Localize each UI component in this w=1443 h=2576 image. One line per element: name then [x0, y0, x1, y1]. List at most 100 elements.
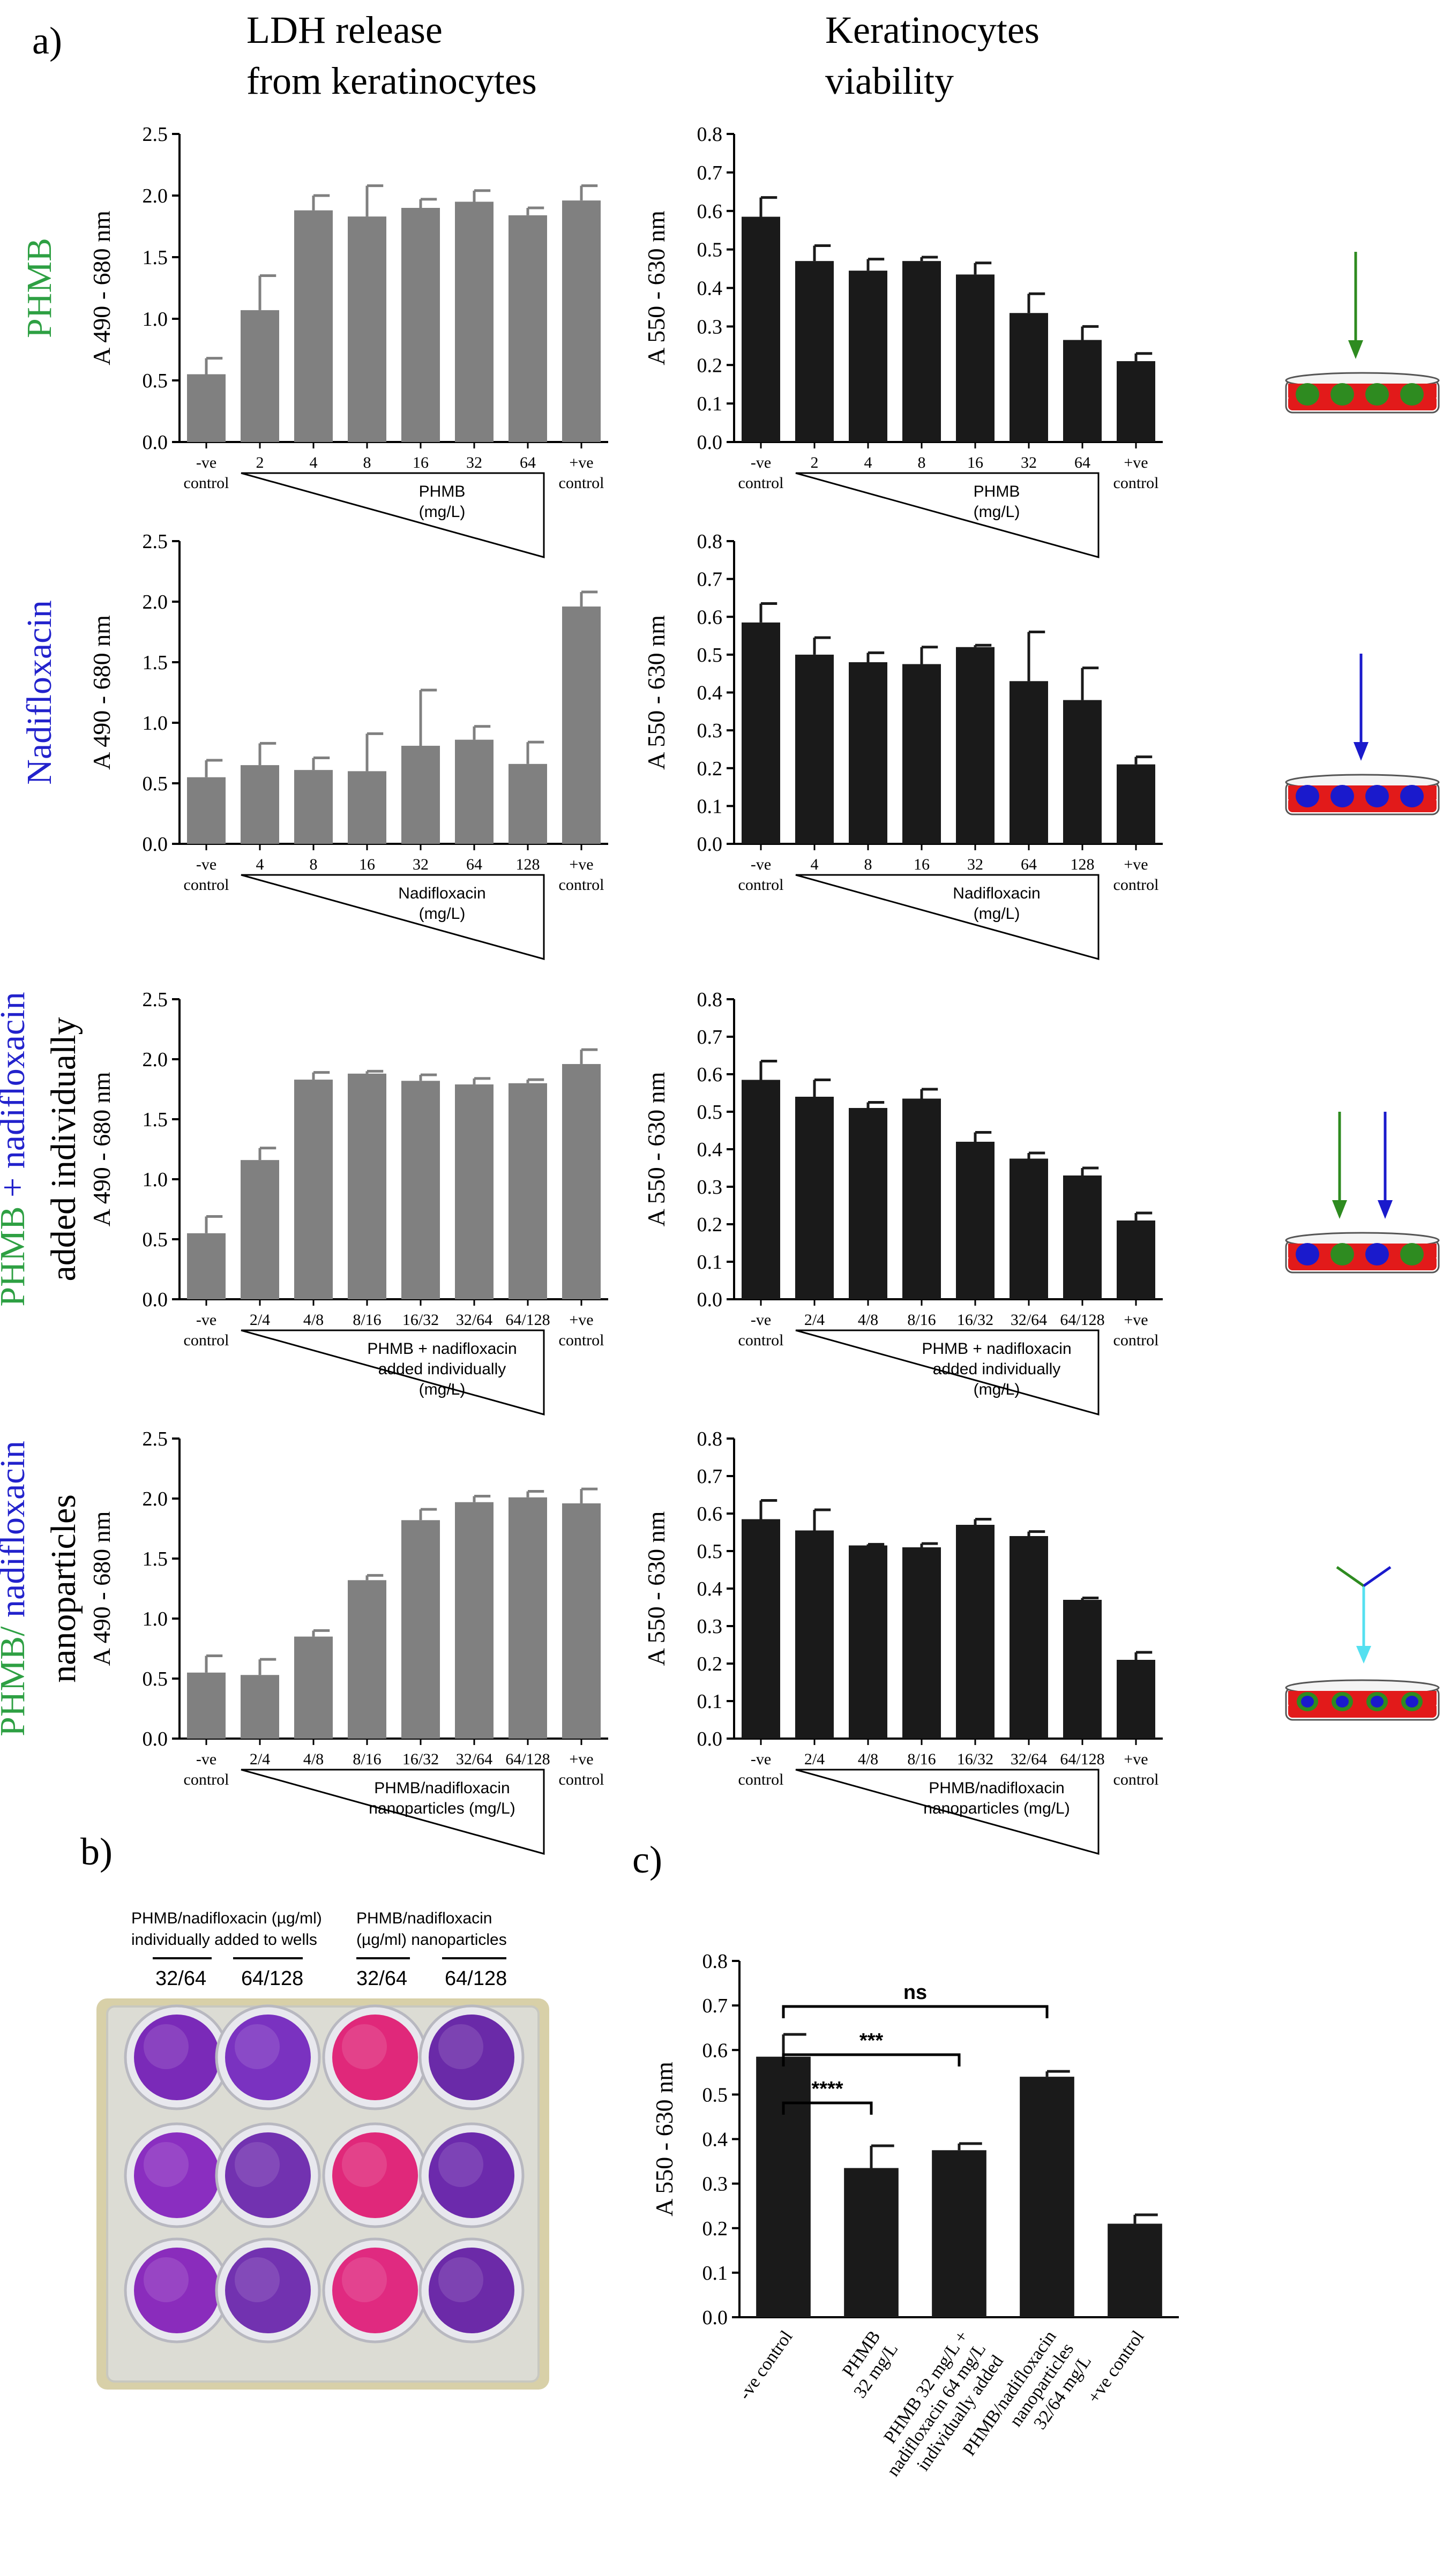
well-highlight [144, 2257, 189, 2302]
treatment-arrow-head [1378, 1200, 1393, 1219]
x-tick-label: 32 [967, 856, 983, 873]
bar [241, 310, 279, 442]
x-tick-line: -ve control [735, 2327, 796, 2403]
row-label-line: PHMB + nadifloxacin [0, 992, 32, 1306]
y-tick-label: 0.6 [697, 606, 723, 628]
y-tick-label: 2.5 [143, 530, 168, 553]
x-tick-line: 16 [359, 856, 375, 873]
y-tick-label: 0.1 [697, 1690, 723, 1713]
well-highlight [235, 2142, 280, 2187]
y-axis-label: A 490 - 680 nm [88, 211, 115, 365]
bar [902, 261, 941, 442]
bar [455, 739, 494, 844]
y-tick-label: 0.0 [143, 431, 168, 454]
group1-title-line2: individually added to wells [131, 1931, 317, 1949]
y-axis-label: A 490 - 680 nm [88, 1511, 115, 1666]
x-tick-line: 64 [1021, 856, 1037, 873]
cell-nucleus [1336, 1696, 1349, 1708]
y-tick-label: 2.0 [143, 591, 168, 613]
x-tick-label: 4 [256, 856, 264, 873]
x-tick-label: 16/32 [957, 1311, 993, 1329]
x-tick-line: 32/64 [456, 1750, 492, 1768]
row-label-segment: nanoparticles [44, 1494, 83, 1683]
x-tick-label: 64 [466, 856, 482, 873]
y-tick-label: 0.5 [697, 239, 723, 261]
x-tick-label: 2/4 [250, 1750, 270, 1768]
well-col-label-1: 32/64 [155, 1967, 206, 1990]
y-tick-label: 0.7 [697, 1465, 723, 1488]
chart-via_nadi: 0.0 0.1 0.2 0.3 0.4 0.5 0.6 0.7 0.8 A 550 - 630 n… [642, 530, 1163, 960]
bar [956, 647, 995, 844]
x-tick-line: 32/64 [1011, 1750, 1047, 1768]
bar [1117, 1220, 1155, 1299]
x-tick-line: 4/8 [303, 1311, 324, 1329]
x-tick-line: +ve [1124, 454, 1148, 471]
x-tick-line: 2 [811, 454, 819, 471]
bar [849, 271, 887, 442]
dose-wedge-label: PHMB + nadifloxacin [367, 1340, 517, 1358]
x-tick-line: 16 [914, 856, 930, 873]
bar [795, 1097, 834, 1299]
well [429, 2132, 514, 2218]
treatment-arrow-head [1348, 340, 1363, 359]
nano-branch-left [1336, 1566, 1365, 1587]
viability-title-line1: Keratinocytes [825, 9, 1040, 51]
x-tick-label: +ve control [1113, 1750, 1159, 1788]
x-tick-line: +ve [1124, 1750, 1148, 1768]
bar [1010, 313, 1048, 442]
x-tick-line: -ve [751, 1750, 771, 1768]
bar [455, 201, 494, 442]
significance-bracket: ns [782, 1981, 1049, 2018]
well-highlight [438, 2257, 483, 2302]
x-tick-line: 64 [520, 454, 536, 471]
x-tick-label: 2/4 [804, 1311, 825, 1329]
x-tick-label: -ve control [184, 1750, 229, 1788]
ldh-title-line2: from keratinocytes [246, 59, 537, 102]
y-tick-label: 0.2 [697, 758, 723, 780]
x-tick-line: 16 [413, 454, 429, 471]
x-tick-line: 16/32 [957, 1750, 993, 1768]
group2-title-line1: PHMB/nadifloxacin [356, 1909, 492, 1927]
y-tick-label: 0.5 [697, 1540, 723, 1563]
x-tick-line: +ve [569, 856, 593, 873]
bar [795, 654, 834, 844]
x-tick-line: -ve [751, 1311, 771, 1329]
bar [562, 1064, 601, 1299]
y-tick-label: 0.5 [697, 644, 723, 667]
x-tick-line: 4/8 [303, 1750, 324, 1768]
x-tick-line: 8/16 [353, 1750, 381, 1768]
dish-icon [1285, 1566, 1440, 1721]
dose-wedge [795, 1769, 1100, 1855]
bar [849, 662, 887, 844]
x-tick-line: 4 [256, 856, 264, 873]
dose-wedge-label: nanoparticles (mg/L) [923, 1800, 1070, 1817]
x-tick-label: 4 [811, 856, 819, 873]
row-label-line: Nadifloxacin [20, 600, 59, 785]
chart-via_indiv: 0.0 0.1 0.2 0.3 0.4 0.5 0.6 0.7 0.8 A 550 - 630 n… [642, 989, 1163, 1416]
x-tick-label: +ve control [559, 454, 604, 492]
bar [902, 1547, 941, 1739]
well-col-label-3: 32/64 [356, 1967, 407, 1990]
y-tick-label: 2.0 [143, 185, 168, 207]
y-tick-label: 0.2 [697, 1214, 723, 1236]
y-axis-label: A 550 - 630 nm [642, 211, 670, 365]
x-tick-label: 2/4 [250, 1311, 270, 1329]
treatment-arrow-head [1354, 742, 1369, 761]
y-tick-label: 0.4 [697, 1139, 723, 1161]
y-tick-label: 0.0 [702, 2307, 728, 2329]
x-tick-line: 8/16 [353, 1311, 381, 1329]
x-tick-label: 8 [310, 856, 318, 873]
x-tick-label: 2 [811, 454, 819, 471]
x-tick-label: 32 [466, 454, 482, 471]
x-tick-line: control [559, 876, 604, 894]
bar [849, 1108, 887, 1299]
y-tick-label: 0.2 [702, 2218, 728, 2240]
x-tick-label: 4 [864, 454, 872, 471]
x-tick-line: -ve [751, 454, 771, 471]
cell [1365, 785, 1389, 807]
y-axis-label: A 490 - 680 nm [88, 615, 115, 770]
x-tick-label: 128 [516, 856, 540, 873]
x-tick-line: 4/8 [858, 1750, 878, 1768]
significance-label: ns [903, 1981, 927, 2004]
